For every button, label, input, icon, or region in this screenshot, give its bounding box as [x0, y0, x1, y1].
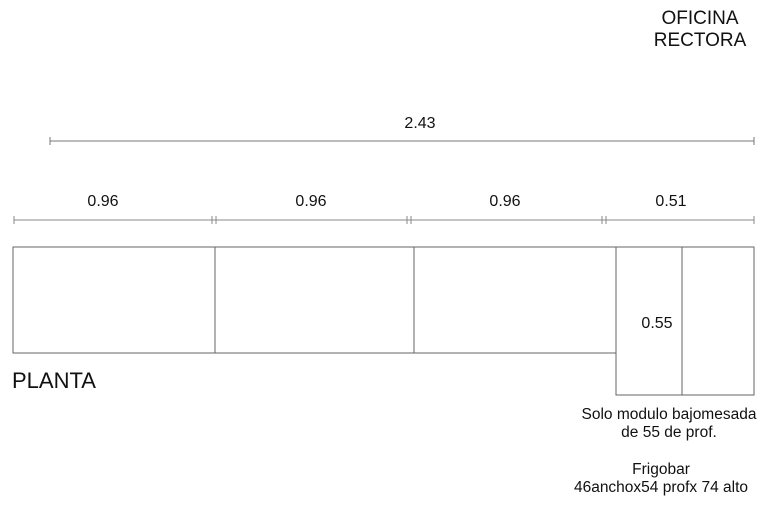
overall-dimension-line: [49, 137, 755, 145]
room-title-line1: OFICINA: [661, 8, 739, 29]
room-title: OFICINA RECTORA: [640, 8, 760, 52]
fridge-note-line2: 46anchox54 profx 74 alto: [573, 478, 749, 496]
fridge-note-line1: Frigobar: [632, 461, 690, 478]
module2-dimension-label: 0.96: [295, 193, 327, 210]
module3-dimension-label: 0.96: [489, 193, 521, 210]
module-note: Solo modulo bajomesada de 55 de prof.: [565, 406, 773, 442]
fridge-module: [615, 246, 755, 396]
module-1: [12, 246, 216, 354]
module1-dimension-label: 0.96: [87, 193, 119, 210]
view-label: PLANTA: [12, 368, 96, 393]
module-dimension-line: [13, 216, 755, 224]
module4-dimension-label: 0.51: [655, 193, 687, 210]
overall-dimension-label: 2.43: [404, 115, 436, 132]
module-3: [413, 246, 617, 354]
module-2: [214, 246, 415, 354]
module-note-line2: de 55 de prof.: [621, 423, 717, 441]
module-note-line1: Solo modulo bajomesada: [581, 406, 757, 423]
fridge-note: Frigobar 46anchox54 profx 74 alto: [545, 461, 777, 497]
room-title-line2: RECTORA: [653, 29, 747, 51]
counter-modules: [12, 246, 755, 396]
depth-dimension-label: 0.55: [641, 315, 673, 332]
